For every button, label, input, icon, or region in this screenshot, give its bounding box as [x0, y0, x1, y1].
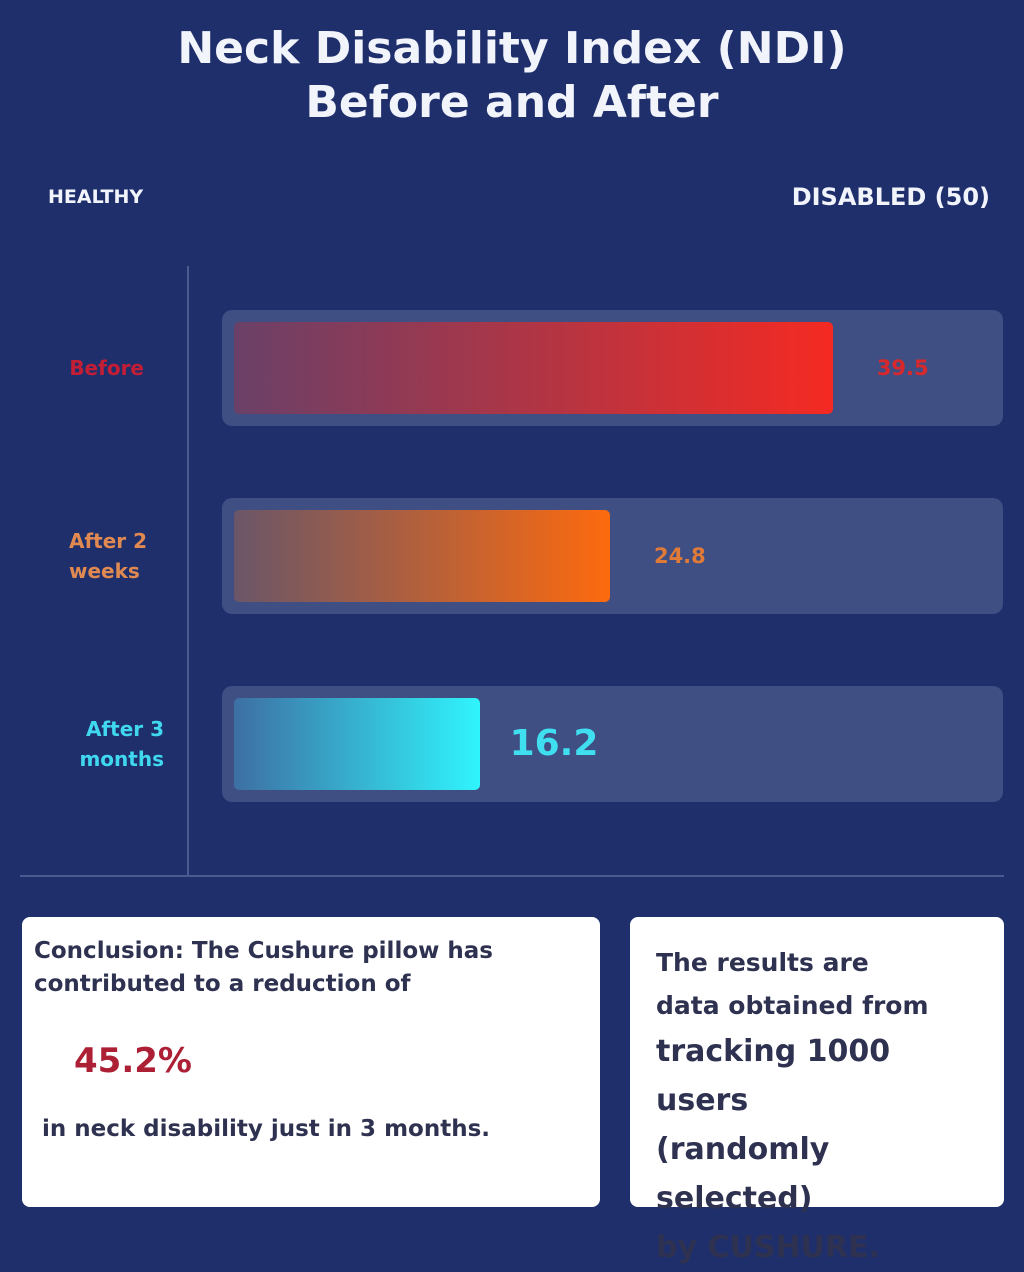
axis-left-label: HEALTHY — [48, 186, 144, 208]
reduction-percent: 45.2% — [74, 1041, 192, 1081]
conclusion-text: Conclusion: The Cushure pillow has contr… — [34, 938, 493, 997]
category-label: After 3 months — [79, 717, 164, 771]
note-line: data obtained from — [656, 991, 929, 1020]
note-line: (randomly selected) — [656, 1132, 830, 1216]
value-label: 16.2 — [509, 723, 599, 764]
bar-track: 39.5 — [222, 310, 1003, 426]
axis-right-label: DISABLED (50) — [791, 183, 990, 211]
bar-2 — [234, 698, 480, 790]
note-line: tracking 1000 users — [656, 1034, 891, 1118]
title-line-2: Before and After — [305, 77, 719, 128]
conclusion-card: Conclusion: The Cushure pillow has contr… — [22, 917, 600, 1207]
note-line: by CUSHURE. — [656, 1223, 978, 1272]
conclusion-tail: in neck disability just in 3 months. — [42, 1116, 491, 1142]
bar-0 — [234, 322, 833, 414]
note-suffix: . — [868, 1230, 880, 1265]
category-label: Before — [69, 356, 144, 380]
note-line: The results are — [656, 948, 869, 977]
note-card: The results are data obtained from track… — [630, 917, 1004, 1265]
bar-track: 16.2 — [222, 686, 1003, 802]
bar-1 — [234, 510, 610, 602]
value-label: 24.8 — [653, 544, 706, 568]
brand-name: CUSHURE — [707, 1230, 869, 1265]
bar-track: 24.8 — [222, 498, 1003, 614]
note-prefix: by — [656, 1230, 708, 1265]
category-label: After 2 weeks — [69, 529, 148, 583]
chart-title: Neck Disability Index (NDI) Before and A… — [0, 22, 1024, 130]
x-axis-line — [20, 875, 1004, 877]
title-line-1: Neck Disability Index (NDI) — [177, 23, 847, 74]
y-axis-line — [187, 266, 189, 876]
value-label: 39.5 — [876, 356, 929, 380]
